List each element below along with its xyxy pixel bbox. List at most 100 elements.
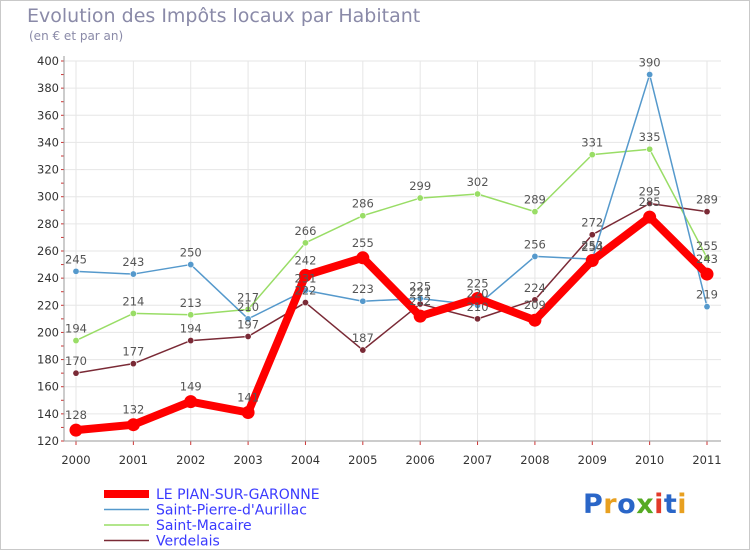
- data-point-verdelais-2009: [588, 231, 596, 239]
- data-label-saint-pierre-d-aurillac-2006: 225: [409, 280, 431, 294]
- data-point-le-pian-sur-garonne-2004: [298, 268, 312, 282]
- data-label-saint-macaire-2006: 299: [409, 179, 431, 193]
- logo-letter: x: [636, 489, 655, 520]
- logo-letter: r: [603, 489, 618, 520]
- y-tick-label-380: 380: [37, 81, 59, 95]
- legend-label-verdelais: Verdelais: [156, 534, 220, 550]
- x-tick-label-2001: 2001: [119, 453, 148, 467]
- data-point-verdelais-2005: [359, 346, 367, 354]
- series-line-le-pian-sur-garonne: [72, 213, 711, 435]
- y-tick-label-320: 320: [37, 163, 59, 177]
- x-tick-label-2011: 2011: [692, 453, 721, 467]
- data-label-saint-macaire-2011: 255: [696, 239, 718, 253]
- x-tick-label-2004: 2004: [291, 453, 320, 467]
- data-point-le-pian-sur-garonne-2000: [69, 423, 83, 437]
- data-point-verdelais-2007: [474, 315, 482, 323]
- x-axis-ticks: 2000 2001 2002 2003 2004 2005 2006 2007 2008 2009…: [61, 453, 721, 467]
- data-label-saint-macaire-2000: 194: [65, 322, 87, 336]
- logo-letter: i: [677, 489, 688, 520]
- data-label-le-pian-sur-garonne-2005: 255: [352, 236, 374, 250]
- data-label-le-pian-sur-garonne-2010: 285: [639, 195, 661, 209]
- data-label-saint-pierre-d-aurillac-2001: 243: [122, 255, 144, 269]
- data-label-saint-pierre-d-aurillac-2010: 390: [639, 56, 661, 70]
- data-label-saint-pierre-d-aurillac-2008: 256: [524, 237, 546, 251]
- data-point-saint-macaire-2010: [646, 145, 654, 153]
- data-label-verdelais-2011: 289: [696, 193, 718, 207]
- data-point-saint-pierre-d-aurillac-2011: [703, 303, 711, 311]
- y-tick-label-200: 200: [37, 325, 59, 339]
- data-point-saint-macaire-2005: [359, 212, 367, 220]
- data-point-saint-macaire-2003: [244, 305, 252, 313]
- data-label-saint-pierre-d-aurillac-2005: 223: [352, 282, 374, 296]
- data-point-le-pian-sur-garonne-2007: [471, 292, 485, 305]
- x-tick-label-2005: 2005: [348, 453, 377, 467]
- data-point-saint-pierre-d-aurillac-2001: [129, 270, 137, 278]
- y-tick-label-260: 260: [37, 244, 59, 258]
- data-point-le-pian-sur-garonne-2010: [643, 210, 657, 224]
- data-label-le-pian-sur-garonne-2008: 209: [524, 298, 546, 312]
- data-label-saint-macaire-2002: 213: [180, 296, 202, 310]
- data-point-saint-macaire-2008: [531, 208, 539, 216]
- y-tick-label-160: 160: [37, 380, 59, 394]
- data-label-saint-pierre-d-aurillac-2009: 254: [581, 240, 603, 254]
- grid: [64, 60, 721, 441]
- legend-label-saint-macaire: Saint-Macaire: [156, 518, 252, 534]
- x-tick-label-2008: 2008: [520, 453, 549, 467]
- data-label-saint-pierre-d-aurillac-2003: 210: [237, 300, 259, 314]
- data-label-le-pian-sur-garonne-2003: 141: [237, 391, 259, 405]
- x-tick-label-2010: 2010: [635, 453, 664, 467]
- data-point-le-pian-sur-garonne-2002: [184, 395, 198, 409]
- data-label-verdelais-2000: 170: [65, 354, 87, 368]
- y-tick-label-180: 180: [37, 353, 59, 367]
- x-tick-label-2003: 2003: [233, 453, 262, 467]
- x-tick-label-2009: 2009: [578, 453, 607, 467]
- data-label-le-pian-sur-garonne-2007: 225: [467, 277, 489, 291]
- data-label-le-pian-sur-garonne-2002: 149: [180, 380, 202, 394]
- x-tick-label-2002: 2002: [176, 453, 205, 467]
- data-point-saint-pierre-d-aurillac-2002: [187, 261, 195, 269]
- data-point-saint-pierre-d-aurillac-2003: [244, 315, 252, 323]
- data-label-saint-macaire-2007: 302: [467, 175, 489, 189]
- logo-letter: i: [654, 489, 664, 520]
- logo-letter: t: [663, 489, 678, 520]
- y-tick-label-240: 240: [37, 271, 59, 285]
- data-label-verdelais-2007: 210: [467, 300, 489, 314]
- data-point-verdelais-2010: [646, 200, 654, 208]
- logo-letter: P: [583, 489, 604, 520]
- data-point-le-pian-sur-garonne-2003: [241, 406, 255, 419]
- data-label-saint-macaire-2010: 335: [639, 130, 661, 144]
- data-point-verdelais-2011: [703, 208, 711, 216]
- data-point-le-pian-sur-garonne-2008: [528, 313, 542, 327]
- data-point-saint-macaire-2004: [301, 239, 309, 247]
- legend-label-le-pian-sur-garonne: LE PIAN-SUR-GARONNE: [156, 487, 320, 503]
- data-label-saint-pierre-d-aurillac-2002: 250: [180, 246, 202, 260]
- axes: [61, 56, 721, 445]
- data-point-verdelais-2008: [531, 296, 539, 304]
- data-label-saint-macaire-2001: 214: [122, 294, 144, 308]
- legend-label-saint-pierre-d-aurillac: Saint-Pierre-d'Aurillac: [156, 503, 307, 519]
- data-label-saint-pierre-d-aurillac-2007: 220: [467, 286, 489, 300]
- legend: LE PIAN-SUR-GARONNESaint-Pierre-d'Aurill…: [104, 487, 320, 549]
- y-tick-label-300: 300: [37, 190, 59, 204]
- y-tick-label-400: 400: [37, 54, 59, 68]
- data-point-saint-pierre-d-aurillac-2005: [359, 297, 367, 305]
- x-tick-label-2006: 2006: [406, 453, 435, 467]
- data-label-le-pian-sur-garonne-2011: 243: [696, 252, 718, 266]
- data-point-saint-macaire-2000: [72, 337, 80, 345]
- data-point-verdelais-2002: [187, 337, 195, 345]
- data-label-verdelais-2010: 295: [639, 185, 661, 199]
- data-point-le-pian-sur-garonne-2005: [356, 251, 370, 265]
- data-label-verdelais-2005: 187: [352, 331, 374, 345]
- data-label-saint-macaire-2003: 217: [237, 290, 259, 304]
- data-point-le-pian-sur-garonne-2001: [126, 418, 140, 432]
- data-label-saint-pierre-d-aurillac-2004: 231: [294, 271, 316, 285]
- data-label-verdelais-2006: 221: [409, 285, 431, 299]
- x-tick-label-2000: 2000: [61, 453, 90, 467]
- data-label-verdelais-2003: 197: [237, 318, 259, 332]
- series-line-saint-pierre-d-aurillac: [75, 73, 708, 320]
- data-point-le-pian-sur-garonne-2009: [585, 254, 599, 267]
- data-point-saint-macaire-2002: [187, 311, 195, 319]
- data-point-saint-macaire-2007: [474, 190, 482, 198]
